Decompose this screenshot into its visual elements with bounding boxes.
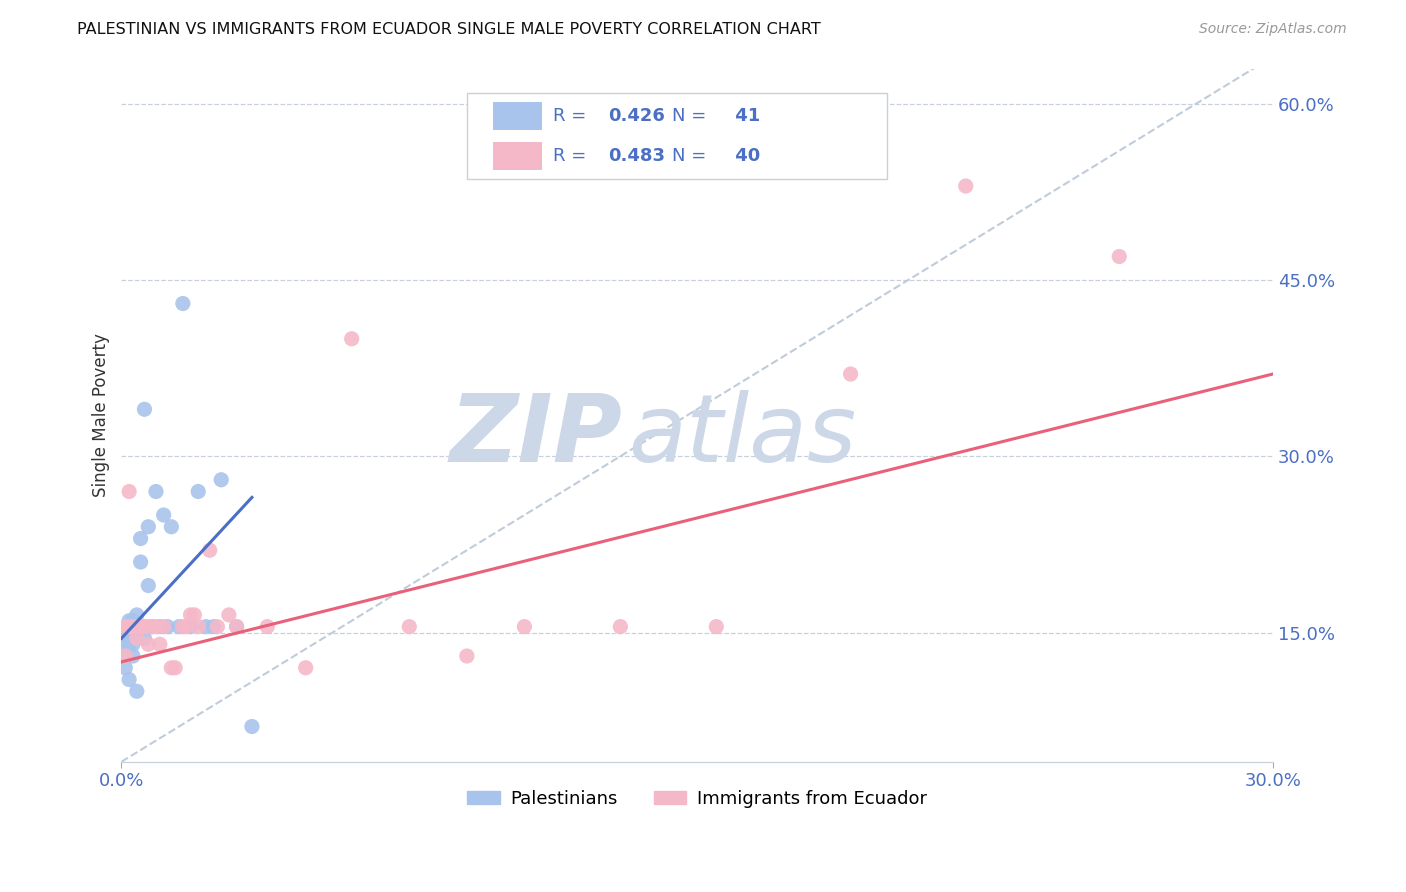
Point xyxy=(955,179,977,194)
Point xyxy=(207,620,229,634)
Point xyxy=(125,632,148,646)
Point xyxy=(198,543,221,558)
Point xyxy=(125,632,148,646)
Point xyxy=(141,620,163,634)
Point xyxy=(125,607,148,622)
Point xyxy=(180,607,202,622)
Point xyxy=(176,620,198,634)
Point xyxy=(152,620,174,634)
Text: N =: N = xyxy=(672,147,711,165)
Text: 41: 41 xyxy=(730,107,761,125)
Point xyxy=(136,520,159,534)
Point xyxy=(114,637,136,651)
Point xyxy=(134,620,156,634)
Point xyxy=(129,555,152,569)
Point xyxy=(156,620,179,634)
Point xyxy=(202,620,225,634)
Point xyxy=(122,614,145,628)
Point xyxy=(149,620,172,634)
Point xyxy=(1108,250,1130,264)
Point xyxy=(145,484,167,499)
Point xyxy=(136,578,159,592)
Point xyxy=(122,620,145,634)
Point xyxy=(160,661,183,675)
Point xyxy=(152,508,174,522)
Legend: Palestinians, Immigrants from Ecuador: Palestinians, Immigrants from Ecuador xyxy=(460,782,935,815)
Text: ZIP: ZIP xyxy=(450,390,623,482)
Text: PALESTINIAN VS IMMIGRANTS FROM ECUADOR SINGLE MALE POVERTY CORRELATION CHART: PALESTINIAN VS IMMIGRANTS FROM ECUADOR S… xyxy=(77,22,821,37)
Point xyxy=(256,620,278,634)
Point xyxy=(456,648,478,663)
Point xyxy=(118,484,141,499)
Point xyxy=(118,673,141,687)
Point xyxy=(118,620,141,634)
Point xyxy=(122,648,145,663)
Point xyxy=(122,637,145,651)
Point xyxy=(172,620,194,634)
Text: atlas: atlas xyxy=(628,391,856,482)
Point xyxy=(122,620,145,634)
Point xyxy=(145,620,167,634)
Point xyxy=(114,648,136,663)
Point xyxy=(194,620,217,634)
Point xyxy=(129,532,152,546)
Point xyxy=(114,625,136,640)
Text: R =: R = xyxy=(553,147,592,165)
Point xyxy=(172,296,194,310)
Text: 0.483: 0.483 xyxy=(609,147,665,165)
Point xyxy=(122,625,145,640)
Point xyxy=(183,607,205,622)
Point xyxy=(125,684,148,698)
Point xyxy=(129,620,152,634)
Point xyxy=(294,661,316,675)
Point xyxy=(122,620,145,634)
Point xyxy=(225,620,247,634)
Point xyxy=(609,620,631,634)
Point xyxy=(118,614,141,628)
Point xyxy=(118,620,141,634)
Point xyxy=(340,332,363,346)
Point xyxy=(165,661,187,675)
Point xyxy=(136,620,159,634)
Point xyxy=(209,473,232,487)
Point xyxy=(839,367,862,381)
Text: 40: 40 xyxy=(730,147,761,165)
Point xyxy=(134,402,156,417)
Point xyxy=(141,620,163,634)
Bar xyxy=(494,103,541,130)
Bar xyxy=(494,143,541,169)
Text: R =: R = xyxy=(553,107,592,125)
Point xyxy=(125,620,148,634)
Point xyxy=(129,620,152,634)
Point xyxy=(149,637,172,651)
Point xyxy=(513,620,536,634)
Point xyxy=(118,632,141,646)
Point xyxy=(704,620,727,634)
Y-axis label: Single Male Poverty: Single Male Poverty xyxy=(93,334,110,497)
Point xyxy=(134,632,156,646)
Point xyxy=(114,620,136,634)
Text: Source: ZipAtlas.com: Source: ZipAtlas.com xyxy=(1199,22,1347,37)
Point xyxy=(218,607,240,622)
Point xyxy=(114,661,136,675)
Point xyxy=(136,637,159,651)
Point xyxy=(167,620,190,634)
Point xyxy=(180,620,202,634)
Point xyxy=(118,637,141,651)
Point xyxy=(240,719,263,733)
Point xyxy=(129,620,152,634)
Point xyxy=(398,620,420,634)
Point xyxy=(125,620,148,634)
Point xyxy=(187,620,209,634)
Point xyxy=(187,484,209,499)
Text: 0.426: 0.426 xyxy=(609,107,665,125)
Text: N =: N = xyxy=(672,107,711,125)
FancyBboxPatch shape xyxy=(467,93,887,179)
Point xyxy=(225,620,247,634)
Point xyxy=(114,648,136,663)
Point xyxy=(134,620,156,634)
Point xyxy=(160,520,183,534)
Point xyxy=(118,620,141,634)
